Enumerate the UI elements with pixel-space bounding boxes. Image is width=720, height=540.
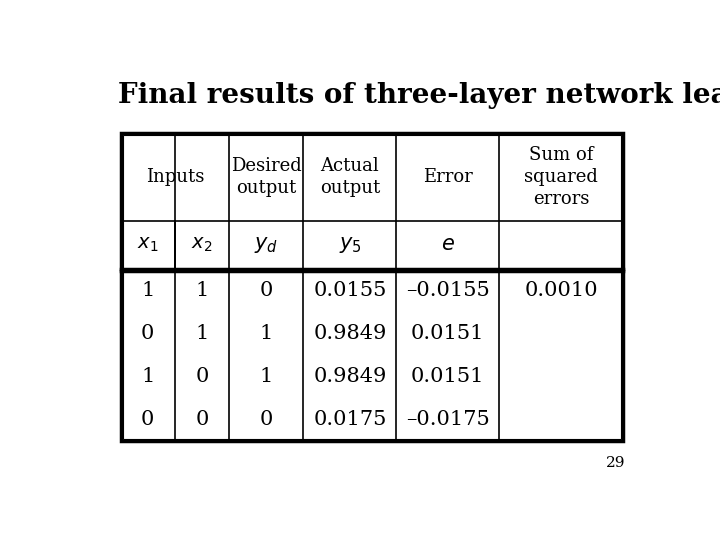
Text: Desired
output: Desired output — [231, 157, 302, 197]
Text: 0: 0 — [195, 367, 209, 386]
Text: 1: 1 — [260, 367, 273, 386]
Text: $y_d$: $y_d$ — [254, 235, 279, 255]
Text: Sum of
squared
errors: Sum of squared errors — [524, 146, 598, 208]
Text: 1: 1 — [260, 324, 273, 343]
Text: 0.0155: 0.0155 — [313, 281, 387, 300]
Text: $y_5$: $y_5$ — [338, 235, 361, 255]
Text: 0: 0 — [141, 410, 155, 429]
Text: 0: 0 — [260, 281, 273, 300]
Text: Final results of three-layer network learning: Final results of three-layer network lea… — [118, 83, 720, 110]
Text: 0.0151: 0.0151 — [411, 324, 485, 343]
Text: 0: 0 — [141, 324, 155, 343]
Text: 1: 1 — [195, 281, 209, 300]
Text: –0.0175: –0.0175 — [406, 410, 490, 429]
Text: $x_1$: $x_1$ — [137, 236, 158, 254]
Text: 0: 0 — [195, 410, 209, 429]
Text: 1: 1 — [141, 281, 155, 300]
Text: 0.0151: 0.0151 — [411, 367, 485, 386]
Bar — [121, 133, 623, 441]
Text: 1: 1 — [141, 367, 155, 386]
Text: $e$: $e$ — [441, 235, 455, 254]
Text: Actual
output: Actual output — [320, 157, 380, 197]
Text: 0.0010: 0.0010 — [524, 281, 598, 300]
Bar — [123, 135, 621, 440]
Text: 0.0175: 0.0175 — [313, 410, 387, 429]
Text: $x_2$: $x_2$ — [192, 236, 212, 254]
Text: 1: 1 — [195, 324, 209, 343]
Text: –0.0155: –0.0155 — [406, 281, 490, 300]
Text: Inputs: Inputs — [145, 168, 204, 186]
Text: 0: 0 — [260, 410, 273, 429]
Text: Error: Error — [423, 168, 473, 186]
Text: 0.9849: 0.9849 — [313, 324, 387, 343]
Text: 29: 29 — [606, 456, 626, 470]
Text: 0.9849: 0.9849 — [313, 367, 387, 386]
